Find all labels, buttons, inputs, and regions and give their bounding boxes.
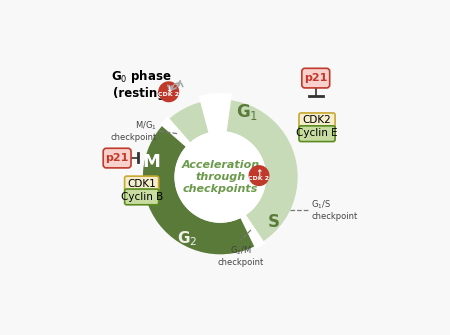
FancyBboxPatch shape xyxy=(125,176,159,192)
Text: CDK1: CDK1 xyxy=(127,179,156,189)
Wedge shape xyxy=(160,117,198,155)
FancyBboxPatch shape xyxy=(125,189,159,205)
Wedge shape xyxy=(235,205,265,249)
Text: Cyclin B: Cyclin B xyxy=(121,192,163,202)
Text: G$_1$: G$_1$ xyxy=(235,102,258,122)
Text: Cyclin E: Cyclin E xyxy=(296,128,338,138)
FancyBboxPatch shape xyxy=(299,113,335,129)
Text: p21: p21 xyxy=(105,152,129,162)
Text: Acceleration
through
checkpoints: Acceleration through checkpoints xyxy=(181,160,259,194)
Circle shape xyxy=(159,82,179,102)
Text: G$_2$: G$_2$ xyxy=(177,229,198,248)
FancyBboxPatch shape xyxy=(103,148,131,168)
Text: G$_1$/S
checkpoint: G$_1$/S checkpoint xyxy=(311,198,357,221)
Text: p21: p21 xyxy=(304,73,328,83)
Circle shape xyxy=(249,166,269,186)
Wedge shape xyxy=(143,122,259,254)
Text: CDK 2: CDK 2 xyxy=(158,92,179,97)
Circle shape xyxy=(175,132,266,222)
Wedge shape xyxy=(198,93,232,140)
Text: S: S xyxy=(268,213,280,231)
Text: CDK2: CDK2 xyxy=(303,116,331,125)
Wedge shape xyxy=(143,99,298,254)
Text: ↓: ↓ xyxy=(165,85,172,94)
Circle shape xyxy=(175,132,266,222)
FancyBboxPatch shape xyxy=(299,126,335,142)
Text: CDK 2: CDK 2 xyxy=(248,176,270,181)
Text: G$_2$/M
checkpoint: G$_2$/M checkpoint xyxy=(217,244,264,267)
Text: ↑: ↑ xyxy=(255,169,263,178)
Text: G$_0$ phase
(resting): G$_0$ phase (resting) xyxy=(111,68,172,100)
Text: M/G$_1$
checkpoint: M/G$_1$ checkpoint xyxy=(110,120,156,142)
Text: M: M xyxy=(143,153,161,171)
FancyBboxPatch shape xyxy=(302,68,330,88)
